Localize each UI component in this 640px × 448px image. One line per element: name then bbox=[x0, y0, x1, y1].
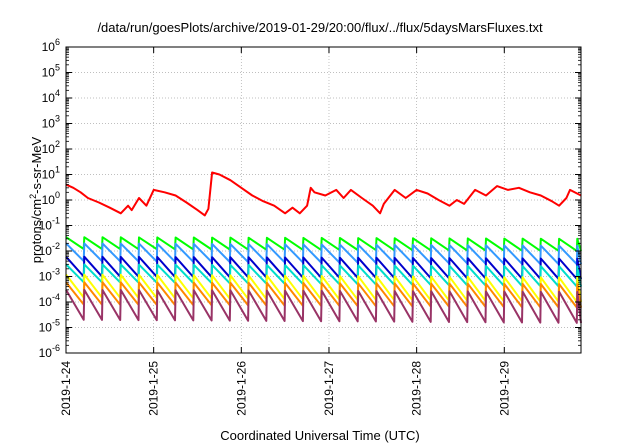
y-tick-label: 101 bbox=[42, 165, 60, 182]
series-line-0 bbox=[65, 171, 582, 217]
x-tick-label: 2019-1-28 bbox=[410, 361, 424, 416]
y-tick-label: 104 bbox=[42, 88, 60, 105]
x-tick-label: 2019-1-25 bbox=[147, 361, 161, 416]
y-tick-label: 10-1 bbox=[39, 216, 60, 233]
y-tick-label: 100 bbox=[42, 190, 60, 207]
x-tick-label: 2019-1-29 bbox=[497, 361, 511, 416]
x-tick-label: 2019-1-27 bbox=[322, 361, 336, 416]
y-tick-label: 102 bbox=[42, 139, 60, 156]
chart-title: /data/run/goesPlots/archive/2019-01-29/2… bbox=[97, 20, 543, 35]
y-tick-label: 105 bbox=[42, 63, 60, 80]
y-tick-label: 103 bbox=[42, 114, 60, 131]
y-tick-label: 106 bbox=[42, 37, 60, 54]
series-line-7 bbox=[65, 288, 582, 324]
x-axis-ticks: 2019-1-24 2019-1-25 2019-1-26 2019-1-27 2019… bbox=[59, 47, 511, 416]
x-tick-label: 2019-1-24 bbox=[59, 361, 73, 416]
y-tick-label: 10-6 bbox=[39, 343, 60, 360]
x-axis-label: Coordinated Universal Time (UTC) bbox=[220, 428, 420, 443]
y-tick-label: 10-5 bbox=[39, 318, 60, 335]
y-tick-label: 10-4 bbox=[39, 292, 60, 309]
y-tick-label: 10-2 bbox=[39, 241, 60, 258]
y-axis-ticks: 10-6 10-5 10-4 10-3 10-2 10-1 100 101 102 103 104 1… bbox=[39, 37, 581, 360]
data-series bbox=[65, 171, 582, 324]
series-line-4 bbox=[65, 263, 582, 288]
y-tick-label: 10-3 bbox=[39, 267, 60, 284]
x-tick-label: 2019-1-26 bbox=[234, 361, 248, 416]
series-line-2 bbox=[65, 242, 582, 266]
